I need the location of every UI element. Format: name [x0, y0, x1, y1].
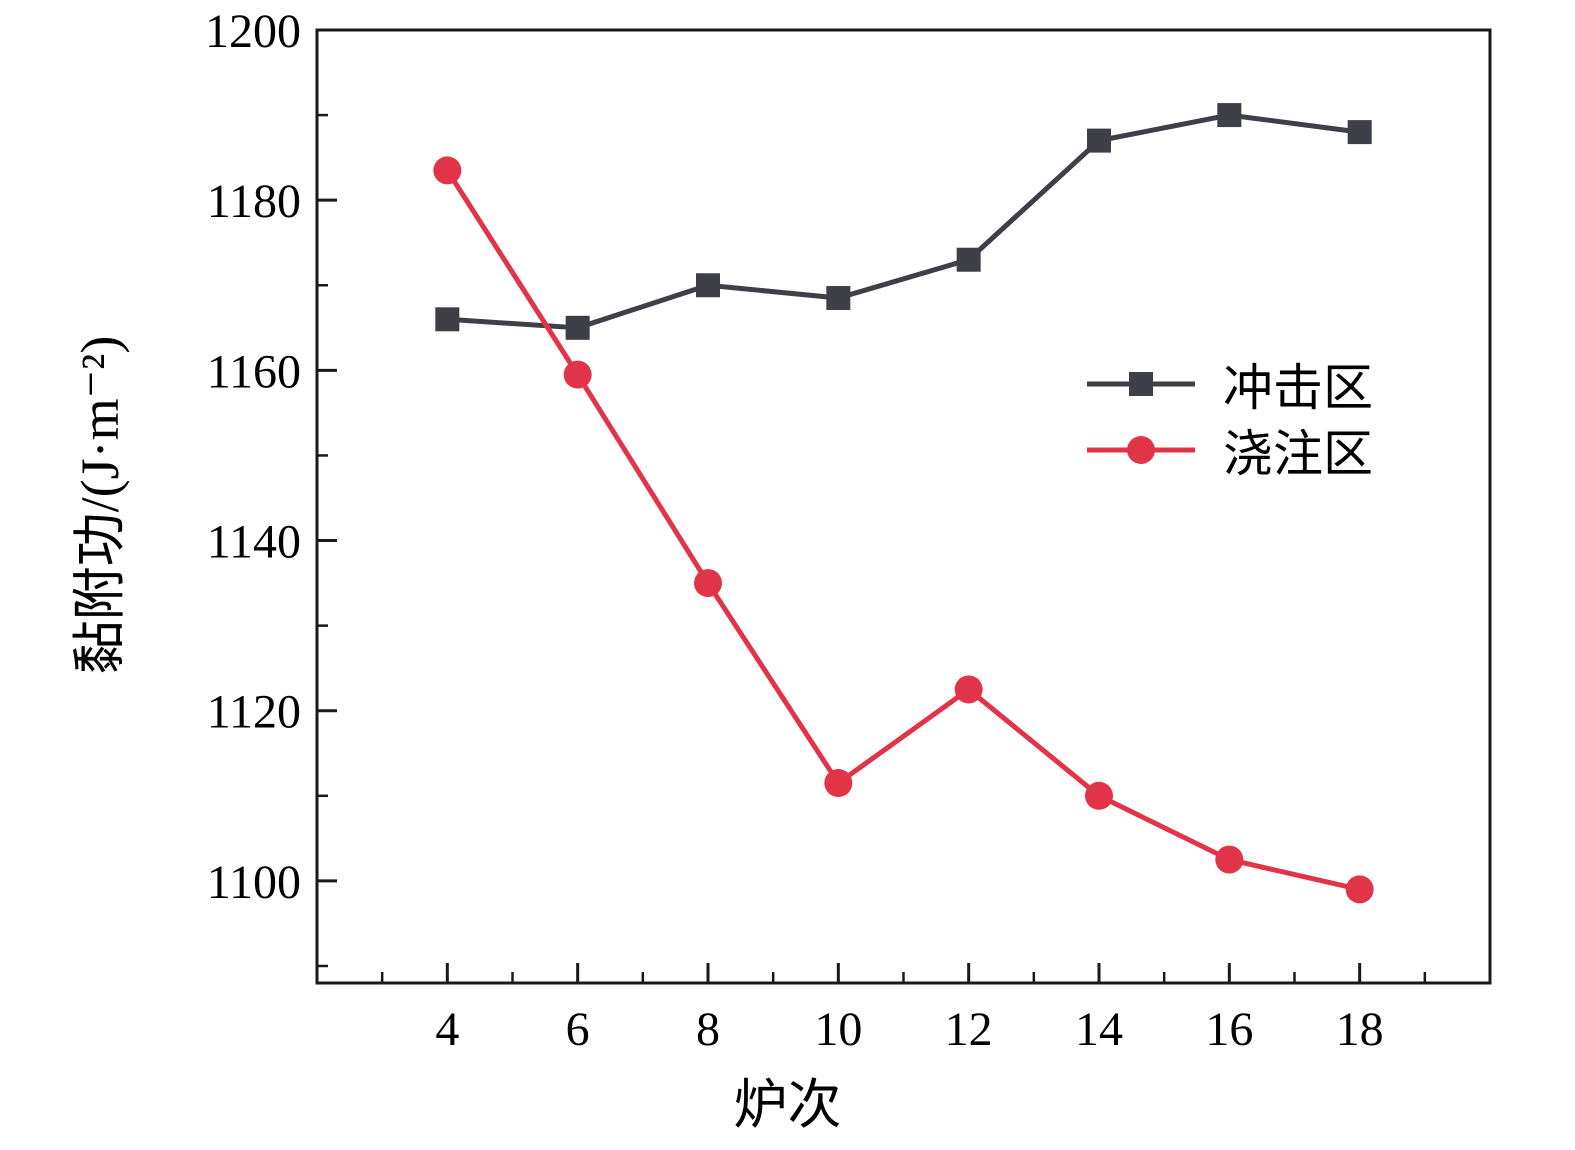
x-tick-label: 4 [435, 1003, 459, 1056]
legend-item-impact-zone: 冲击区 [1085, 356, 1373, 416]
data-point-marker [1347, 120, 1372, 145]
x-tick-label: 10 [814, 1003, 862, 1056]
x-tick-label: 6 [566, 1003, 590, 1056]
plot-frame [315, 28, 1492, 985]
y-axis-title: 黏附功/(J·m⁻²) [70, 335, 130, 675]
data-point-marker [694, 569, 722, 598]
data-point-marker [563, 360, 592, 389]
x-tick-label: 14 [1075, 1003, 1123, 1056]
legend-item-pouring-zone: 浇注区 [1085, 422, 1373, 482]
data-point-marker [1345, 875, 1374, 904]
data-point-marker [1085, 781, 1113, 810]
x-tick-label: 8 [696, 1003, 720, 1056]
y-tick-label: 1180 [207, 175, 301, 228]
y-tick-label: 1200 [205, 5, 301, 58]
series-0 [435, 103, 1372, 340]
series-1 [433, 156, 1374, 904]
legend-marker-circle-icon [1087, 436, 1195, 464]
x-tick-label: 16 [1205, 1003, 1253, 1056]
legend-marker-square-icon [1087, 372, 1195, 396]
data-point-marker [565, 315, 590, 340]
data-point-marker [435, 307, 460, 332]
y-tick-label: 1140 [207, 516, 301, 569]
x-axis-title: 炉次 [733, 1075, 842, 1135]
data-point-marker [824, 769, 853, 798]
data-point-marker [1217, 103, 1242, 128]
legend-label: 浇注区 [1223, 426, 1373, 482]
data-point-marker [954, 675, 983, 704]
legend-label: 冲击区 [1223, 360, 1373, 416]
series-line [444, 167, 1363, 892]
x-tick-label: 18 [1336, 1003, 1384, 1056]
series-line [444, 112, 1363, 331]
y-tick-label: 1120 [207, 686, 301, 739]
data-point-marker [433, 156, 462, 185]
data-point-marker [1215, 845, 1244, 874]
data-point-marker [696, 273, 720, 298]
legend: 冲击区 浇注区 [1085, 356, 1373, 482]
data-point-marker [826, 286, 851, 311]
data-point-marker [1087, 128, 1111, 153]
x-tick-label: 12 [945, 1003, 993, 1056]
y-tick-label: 1160 [207, 345, 301, 398]
data-point-marker [956, 247, 981, 272]
y-tick-label: 1100 [207, 856, 301, 909]
